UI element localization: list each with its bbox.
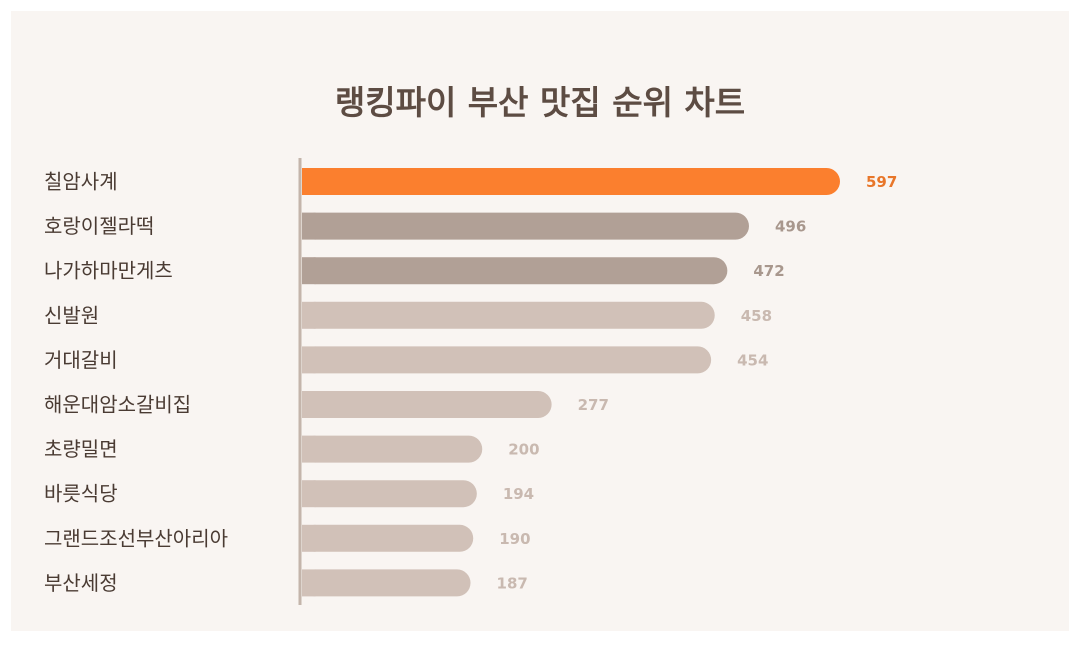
bar-base [302,168,316,195]
bar [302,524,474,552]
category-label: 그랜드조선부산아리아 [44,526,228,550]
value-label: 200 [508,441,539,459]
category-label: 나가하마만게츠 [44,259,173,283]
bar [302,435,483,463]
category-label: 해운대암소갈비집 [44,393,191,417]
category-label: 거대갈비 [44,348,118,372]
bar [302,301,715,329]
bar [302,569,471,597]
category-label: 바릇식당 [44,482,118,506]
bar-base [302,301,316,329]
bar-base [302,480,316,508]
category-label: 신발원 [44,303,99,327]
bar-base [302,257,316,285]
bar [302,346,712,374]
category-label: 호랑이젤라떡 [44,214,154,238]
bar [302,257,728,285]
bar [302,168,840,195]
value-label: 597 [866,173,897,191]
value-label: 187 [497,574,528,592]
bar-base [302,569,316,597]
bar-base [302,391,316,418]
value-label: 277 [578,396,609,414]
bar-base [302,524,316,552]
category-label: 칠암사계 [44,170,118,194]
value-label: 194 [503,485,534,503]
bar-base [302,346,316,374]
bar-base [302,212,316,240]
category-label: 초량밀면 [44,437,118,461]
bar [302,480,477,508]
bar-base [302,435,316,463]
bar [302,212,749,240]
category-label: 부산세정 [44,571,118,595]
chart-title: 랭킹파이 부산 맛집 순위 차트 [334,83,746,122]
value-label: 190 [499,530,530,548]
value-label: 458 [741,307,772,325]
value-label: 454 [737,351,768,369]
bar [302,391,552,418]
value-label: 472 [753,262,784,280]
value-label: 496 [775,218,806,236]
